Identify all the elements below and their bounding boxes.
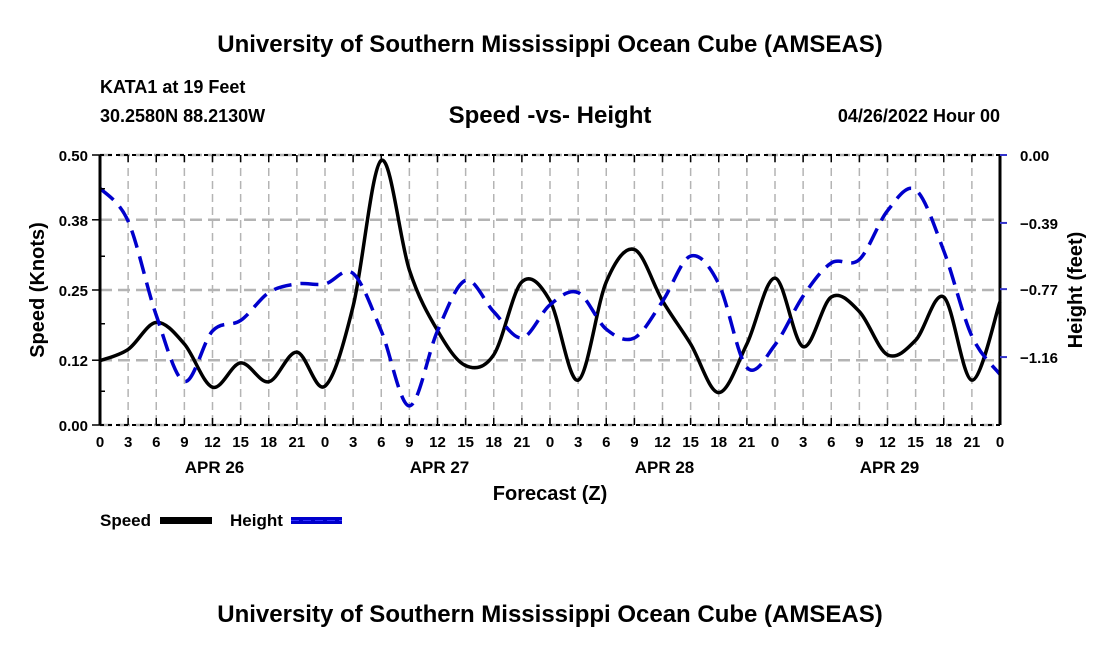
speed-height-chart: 0 3 6 9 12 15 18 21 0 3 6 9 12 15 18 21 0 3 6 9 12 15 18 21 0 3 6 9… <box>27 148 1087 530</box>
y-tick-label: 0.25 <box>59 283 88 300</box>
station-label: KATA1 at 19 Feet <box>100 77 246 97</box>
x-tick-label: 12 <box>879 434 896 451</box>
x-day-label: APR 26 <box>185 458 245 477</box>
legend-speed-swatch <box>160 517 212 524</box>
legend-speed-label: Speed <box>100 511 151 530</box>
y-tick-label: 0.12 <box>59 353 88 370</box>
legend: Speed Height <box>100 511 342 530</box>
grid <box>100 153 1000 427</box>
report-title: University of Southern Mississippi Ocean… <box>217 31 883 58</box>
x-tick-label: 18 <box>710 434 727 451</box>
footer-title: University of Southern Mississippi Ocean… <box>217 601 883 628</box>
x-tick-label: 9 <box>630 434 638 451</box>
x-tick-label: 9 <box>855 434 863 451</box>
x-tick-label: 21 <box>739 434 756 451</box>
x-tick-label: 0 <box>96 434 104 451</box>
x-tick-label: 12 <box>429 434 446 451</box>
axis-labels: Forecast (Z) Speed (Knots) Height (feet) <box>27 222 1087 505</box>
y2-tick-label: 0.00 <box>1020 148 1049 165</box>
x-tick-label: 3 <box>574 434 582 451</box>
x-tick-label: 6 <box>602 434 610 451</box>
x-tick-label: 15 <box>682 434 699 451</box>
x-tick-label: 15 <box>232 434 249 451</box>
legend-height-label: Height <box>230 511 283 530</box>
series-line-height <box>98 186 1002 408</box>
x-tick-label: 0 <box>321 434 329 451</box>
axes: 0 3 6 9 12 15 18 21 0 3 6 9 12 15 18 21 0 3 6 9 12 15 18 21 0 3 6 9… <box>59 148 1058 477</box>
x-tick-label: 6 <box>152 434 160 451</box>
x-day-label: APR 27 <box>410 458 470 477</box>
x-tick-label: 0 <box>771 434 779 451</box>
x-tick-label: 21 <box>289 434 306 451</box>
x-tick-label: 15 <box>457 434 474 451</box>
series-line-speed <box>99 158 1002 395</box>
y2-tick-label: −1.16 <box>1020 350 1058 367</box>
x-tick-label: 18 <box>260 434 277 451</box>
x-axis-label: Forecast (Z) <box>493 483 607 505</box>
x-tick-label: 15 <box>907 434 924 451</box>
y-tick-label: 0.00 <box>59 418 88 435</box>
x-tick-label: 0 <box>996 434 1004 451</box>
issue-time: 04/26/2022 Hour 00 <box>837 106 1000 126</box>
x-tick-label: 6 <box>827 434 835 451</box>
coordinates-label: 30.2580N 88.2130W <box>100 106 266 126</box>
chart-title: Speed -vs- Height <box>448 102 652 129</box>
y2-tick-label: −0.77 <box>1020 282 1058 299</box>
x-day-label: APR 28 <box>635 458 695 477</box>
y2-axis-label: Height (feet) <box>1065 232 1087 349</box>
y2-tick-label: −0.39 <box>1020 216 1058 233</box>
x-tick-label: 3 <box>349 434 357 451</box>
x-tick-label: 3 <box>124 434 132 451</box>
y-tick-label: 0.38 <box>59 213 88 230</box>
x-day-label: APR 29 <box>860 458 920 477</box>
x-tick-label: 6 <box>377 434 385 451</box>
x-tick-label: 21 <box>964 434 981 451</box>
x-tick-label: 9 <box>405 434 413 451</box>
series-layer <box>98 158 1002 408</box>
x-tick-label: 21 <box>514 434 531 451</box>
x-tick-label: 0 <box>546 434 554 451</box>
x-tick-label: 3 <box>799 434 807 451</box>
x-tick-label: 18 <box>485 434 502 451</box>
y-tick-label: 0.50 <box>59 148 88 165</box>
x-tick-label: 12 <box>204 434 221 451</box>
x-tick-label: 18 <box>935 434 952 451</box>
x-tick-label: 12 <box>654 434 671 451</box>
y-axis-label: Speed (Knots) <box>27 222 49 358</box>
x-tick-label: 9 <box>180 434 188 451</box>
